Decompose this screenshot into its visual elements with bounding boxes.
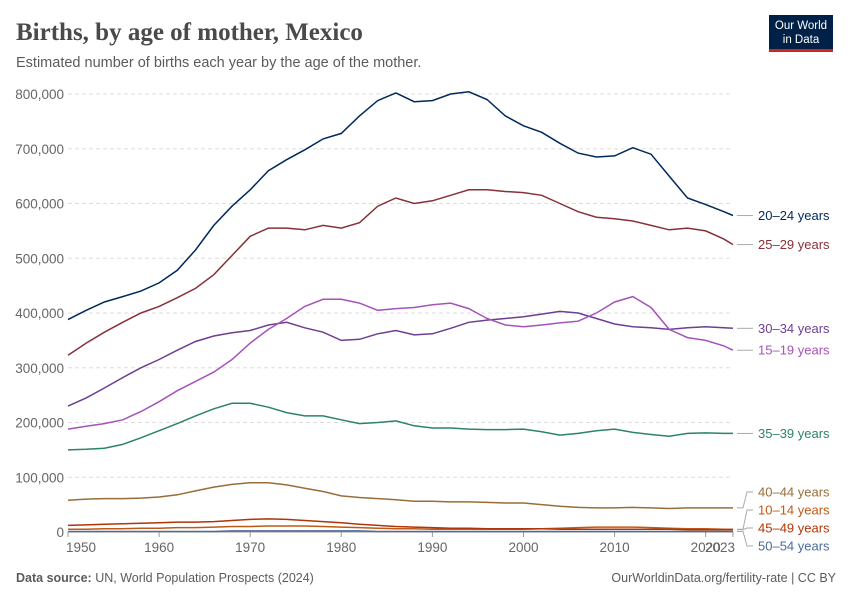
legend-label: 50–54 years (758, 539, 830, 554)
legend-label: 30–34 years (758, 321, 830, 336)
logo-text: in Data (783, 34, 820, 46)
logo-box (769, 15, 833, 49)
series-line (67, 481, 733, 510)
series-line (67, 295, 734, 430)
chart-title: Births, by age of mother, Mexico (16, 19, 363, 46)
x-tick-label: 1960 (144, 540, 174, 555)
series-line (67, 518, 733, 531)
chart-subtitle: Estimated number of births each year by … (16, 55, 421, 71)
y-tick-label: 100,000 (15, 470, 64, 485)
legend-label: 10–14 years (758, 503, 830, 518)
y-tick-label: 800,000 (15, 87, 64, 102)
y-tick-label: 600,000 (15, 197, 64, 212)
y-tick-label: 500,000 (15, 251, 64, 266)
y-tick-label: 200,000 (15, 416, 64, 431)
x-tick-label: 2000 (508, 540, 538, 555)
series-line (67, 402, 733, 451)
source: Data source: UN, World Population Prospe… (16, 571, 314, 585)
source-label: Data source: (16, 571, 92, 585)
series-line (68, 525, 733, 531)
series-line (67, 189, 734, 356)
legend-label: 40–44 years (758, 485, 830, 500)
x-tick-label: 1970 (235, 540, 265, 555)
label-leader (737, 527, 753, 531)
label-leader (737, 491, 753, 509)
label-leader (737, 509, 753, 530)
x-tick-label: 1980 (326, 540, 356, 555)
y-tick-label: 400,000 (15, 306, 64, 321)
x-tick-label: 2023 (705, 540, 735, 555)
y-tick-label: 0 (56, 525, 64, 540)
x-tick-label: 1990 (417, 540, 447, 555)
legend-label: 25–29 years (758, 237, 830, 252)
legend-label: 20–24 years (758, 208, 830, 223)
series-line (67, 310, 734, 407)
label-leader (737, 530, 753, 547)
series-line (68, 530, 733, 533)
x-tick-label: 2010 (600, 540, 630, 555)
y-tick-label: 700,000 (15, 142, 64, 157)
series-line (67, 91, 734, 321)
logo-text: Our World (775, 20, 827, 32)
legend-label: 15–19 years (758, 343, 830, 358)
legend-label: 45–49 years (758, 521, 830, 536)
x-tick-label: 2020 (691, 540, 721, 555)
logo: Our World in Data (769, 15, 833, 52)
legend-label: 35–39 years (758, 426, 830, 441)
x-tick-label: 1950 (66, 540, 96, 555)
y-tick-label: 300,000 (15, 361, 64, 376)
logo-bar (769, 49, 833, 52)
source-text: UN, World Population Prospects (2024) (95, 571, 314, 585)
credit[interactable]: OurWorldinData.org/fertility-rate | CC B… (611, 571, 836, 585)
